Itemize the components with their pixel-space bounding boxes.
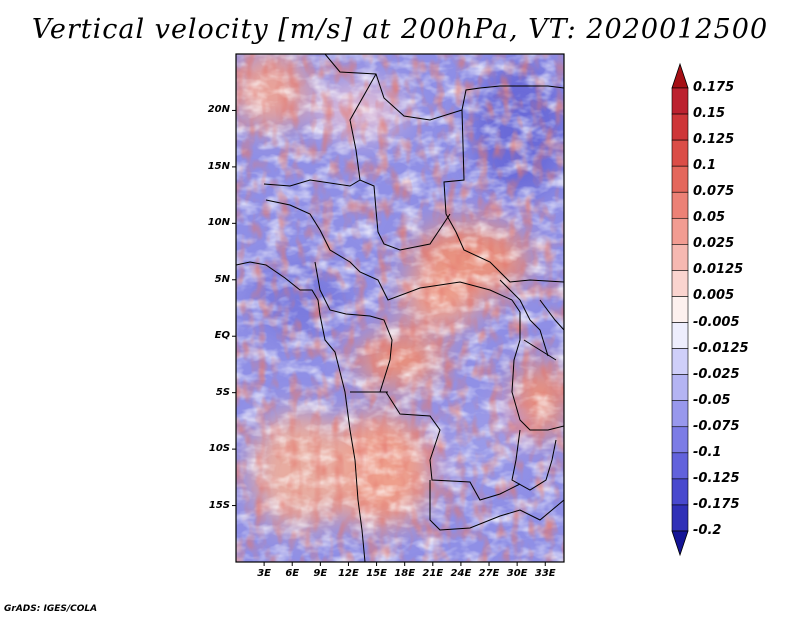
colorbar-segment [671,400,689,428]
colorbar-segment [671,270,689,297]
lon-tick-label: 15E [366,568,387,579]
colorbar-level-label: -0.0125 [693,340,749,356]
border-namibia-botswana [429,480,564,531]
border-angola-zambia [350,391,521,501]
colorbar [671,62,689,557]
lon-tick-label: 27E [478,568,500,579]
colorbar-segment [671,504,689,532]
field-red-streaks [236,54,564,562]
lat-tick-label: 15S [208,499,230,511]
border-car [265,199,513,301]
map-frame [235,53,565,563]
colorbar-top-arrow [671,62,689,89]
colorbar-level-label: 0.1 [693,158,717,174]
lon-tick-label: 21E [422,568,444,579]
colorbar-segment [671,478,689,506]
colorbar-level-label: -0.005 [693,314,740,330]
border-north [324,54,564,121]
colorbar-level-label: 0.15 [693,106,726,122]
lat-tick-label: 5S [215,386,230,398]
colorbar-level-label: 0.075 [693,184,735,200]
colorbar-segment [671,426,689,454]
border-sudan [443,109,564,283]
border-east-drc [511,299,564,431]
lat-tick-label: 5N [214,273,230,285]
lon-tick-label: 12E [338,568,359,579]
lon-tick-label: 18E [394,568,416,579]
border-uganda [499,279,549,357]
colorbar-level-label: -0.075 [693,418,740,434]
colorbar-segment [671,87,689,115]
country-borders [236,54,564,562]
colorbar-level-label: 0.05 [693,210,726,226]
lon-tick-label: 9E [313,568,328,579]
colorbar-segment [671,191,689,219]
grads-credit: GrADS: IGES/COLA [4,604,98,614]
colorbar-level-label: 0.0125 [693,262,744,278]
colorbar-segment [671,322,689,349]
colorbar-segment [671,244,689,271]
colorbar-level-label: -0.2 [693,523,722,538]
lat-tick-label: EQ [214,330,230,342]
lon-tick-label: 3E [257,568,271,579]
border-malawi-mozambique [511,429,557,491]
colorbar-segment [671,348,689,375]
lat-tick-label: 20N [207,104,230,116]
map-title: Vertical velocity [m/s] at 200hPa, VT: 2… [31,14,769,45]
lat-tick-label: 15N [207,160,230,172]
colorbar-segment [671,217,689,245]
colorbar-segment [671,113,689,141]
lon-tick-label: 33E [534,568,556,579]
lat-tick-label: 10S [208,443,230,455]
coastline [236,261,366,562]
lon-tick-label: 6E [285,568,300,579]
colorbar-bottom-arrow [671,530,689,557]
colorbar-level-label: -0.125 [693,470,740,486]
colorbar-segment [671,139,689,167]
colorbar-level-label: 0.125 [693,132,735,148]
colorbar-level-label: -0.05 [693,392,731,408]
colorbar-level-label: 0.175 [693,80,735,95]
colorbar-segment [671,452,689,480]
border-chad-niger [349,73,377,181]
colorbar-segment [671,374,689,402]
colorbar-level-label: 0.025 [693,236,735,252]
axis-ticks [232,109,546,566]
colorbar-level-label: -0.1 [693,444,722,460]
colorbar-level-label: -0.175 [693,496,740,512]
colorbar-segment [671,165,689,193]
lat-tick-label: 10N [207,217,230,229]
colorbar-level-label: -0.025 [693,366,740,382]
colorbar-segment [671,296,689,323]
border-lakes [523,299,564,361]
border-chad-south [263,179,451,251]
velocity-field [236,54,564,562]
lon-tick-label: 24E [450,568,472,579]
colorbar-level-label: 0.005 [693,288,735,304]
lon-tick-label: 30E [506,568,528,579]
border-cameroon-congo [314,261,393,393]
